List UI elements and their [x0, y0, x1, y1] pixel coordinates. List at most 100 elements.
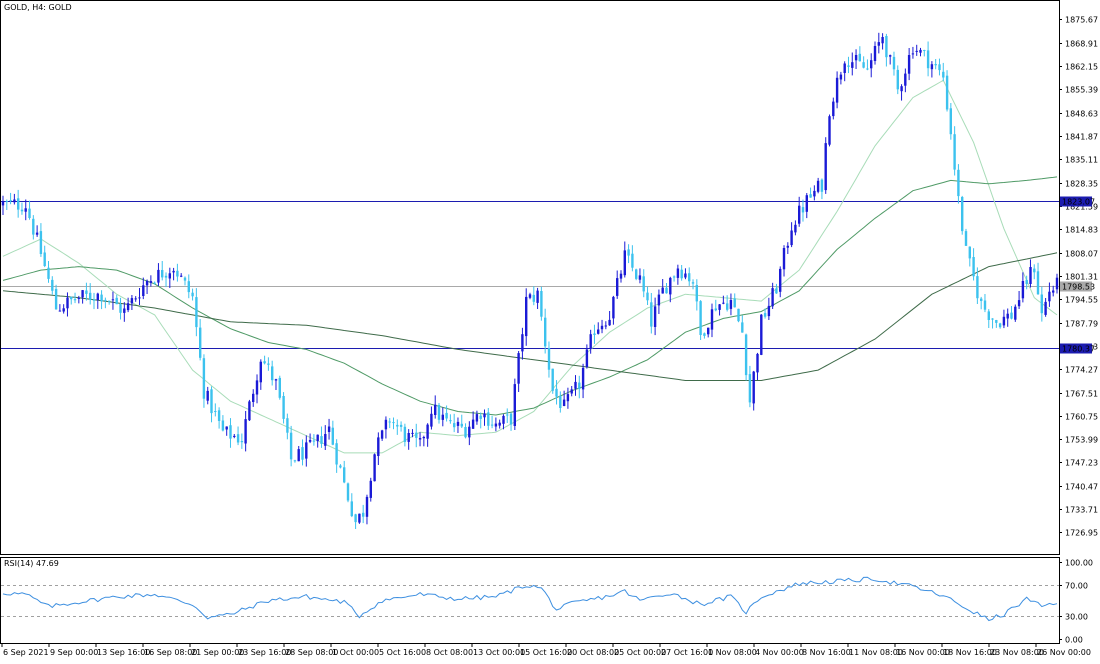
candle-bull	[377, 437, 380, 456]
candle-bear	[995, 320, 998, 323]
price-tick-label: 1794.55	[1065, 296, 1098, 305]
candle-bull	[373, 454, 376, 482]
candle-bull	[710, 309, 714, 330]
candle-bull	[873, 46, 877, 61]
candle-bull	[123, 308, 126, 313]
candle-bull	[904, 73, 907, 86]
time-tick-label: 6 Sep 2021	[3, 648, 49, 657]
candle-bear	[214, 411, 217, 412]
candle-bull	[62, 308, 65, 312]
candle-bull	[684, 273, 687, 278]
candle-bear	[968, 246, 971, 259]
price-tick-label: 1733.71	[1065, 506, 1098, 515]
candles	[1, 32, 1059, 529]
candle-bear	[362, 512, 365, 517]
candle-bear	[532, 294, 535, 302]
candle-bear	[437, 405, 441, 420]
candle-bear	[741, 322, 744, 333]
candle-bear	[278, 377, 281, 398]
candle-bear	[267, 363, 270, 365]
candle-bull	[513, 384, 516, 426]
candle-bear	[945, 75, 949, 110]
candle-bear	[320, 436, 323, 444]
candle-bear	[108, 300, 111, 302]
price-tick-label: 1848.63	[1065, 110, 1098, 119]
candle-bear	[775, 288, 778, 294]
candle-bull	[782, 248, 786, 270]
candle-bull	[384, 419, 388, 430]
candle-bull	[1048, 291, 1051, 302]
rsi-panel-frame	[0, 557, 1060, 644]
candle-bull	[1021, 281, 1025, 299]
candle-bear	[991, 318, 994, 320]
rsi-tick-label: 0.00	[1065, 636, 1083, 645]
candle-bear	[100, 294, 103, 302]
candle-bull	[498, 422, 501, 426]
candle-bear	[354, 514, 357, 523]
candle-bear	[240, 441, 244, 443]
candle-bear	[964, 231, 968, 246]
candle-bear	[339, 465, 342, 468]
candle-bear	[487, 412, 490, 426]
candle-bull	[456, 421, 460, 426]
time-tick-label: 8 Oct 08:00	[426, 648, 473, 657]
time-tick-label: 1 Nov 08:00	[708, 648, 757, 657]
candle-bear	[847, 65, 850, 67]
candle-bear	[866, 68, 869, 70]
candle-bear	[85, 290, 88, 294]
main-chart-frame	[0, 0, 1060, 555]
candle-bull	[718, 304, 721, 310]
candle-bull	[142, 285, 145, 296]
candle-bear	[54, 288, 58, 310]
horizontal-levels[interactable]	[1, 201, 1059, 349]
candle-bear	[983, 300, 987, 310]
candle-bear	[555, 388, 558, 397]
candle-bull	[798, 205, 801, 224]
candle-bull	[426, 424, 429, 439]
candle-bull	[58, 310, 62, 312]
candle-bull	[297, 449, 300, 462]
price-tick-label: 1821.59	[1065, 203, 1098, 212]
candle-bull	[434, 404, 437, 415]
candle-bear	[934, 64, 937, 66]
price-level-tag	[1060, 343, 1092, 354]
candle-bull	[145, 280, 149, 286]
candle-bear	[733, 298, 736, 308]
price-tick-label: 1726.95	[1065, 529, 1098, 538]
candle-bull	[816, 180, 820, 192]
price-tick-label: 1862.15	[1065, 63, 1098, 72]
candle-bear	[153, 282, 156, 284]
candle-bear	[665, 287, 668, 294]
candle-bull	[66, 297, 69, 309]
price-level-label: 1780.37	[1062, 345, 1095, 354]
candle-bear	[289, 432, 293, 460]
price-tick-label: 1767.51	[1065, 390, 1098, 399]
candle-bear	[1040, 294, 1043, 314]
candle-bull	[316, 434, 319, 442]
candle-bull	[1006, 313, 1009, 319]
candle-bull	[756, 353, 759, 373]
price-tick-label: 1841.87	[1065, 133, 1098, 142]
candle-bull	[81, 290, 84, 298]
candle-bear	[271, 366, 274, 381]
price-tick-label: 1801.31	[1065, 273, 1098, 282]
candle-bull	[248, 401, 251, 421]
candle-bull	[502, 415, 505, 424]
time-tick-label: 28 Sep 08:00	[285, 648, 338, 657]
price-tick-label: 1787.79	[1065, 320, 1098, 329]
time-tick-label: 16 Nov 00:00	[896, 648, 950, 657]
candle-bull	[877, 42, 880, 46]
candle-bull	[843, 63, 846, 73]
candle-bear	[47, 267, 50, 279]
candle-bear	[51, 279, 54, 291]
time-tick-label: 15 Oct 16:00	[520, 648, 572, 657]
candle-bear	[972, 257, 975, 277]
candle-bear	[335, 443, 338, 465]
candle-bull	[35, 232, 39, 235]
candle-bear	[479, 415, 482, 419]
candle-bear	[726, 303, 729, 310]
candle-bull	[1055, 277, 1059, 290]
